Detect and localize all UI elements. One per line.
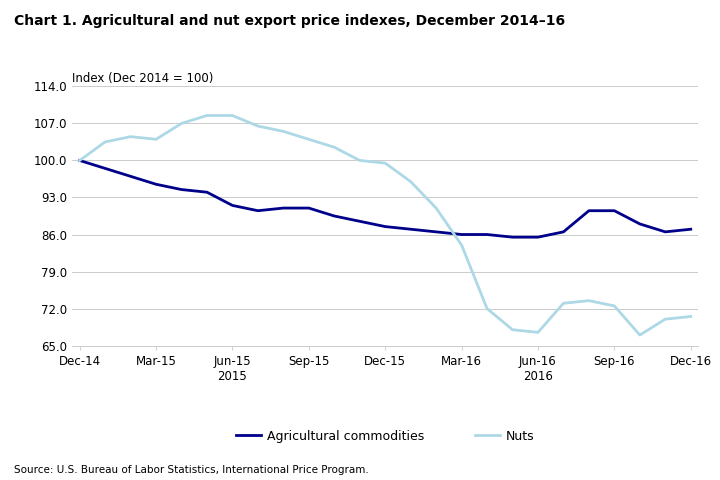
Nuts (508, 327, 517, 333)
Nuts (202, 113, 211, 119)
Agricultural commodities (559, 229, 568, 235)
Agricultural commodities (253, 208, 262, 214)
Agricultural commodities (356, 218, 364, 224)
Agricultural commodities (585, 208, 593, 214)
Agricultural commodities (305, 205, 313, 211)
Agricultural commodities (508, 234, 517, 240)
Nuts (636, 332, 644, 338)
Agricultural commodities (661, 229, 670, 235)
Nuts (661, 316, 670, 322)
Nuts (406, 179, 415, 184)
Line: Agricultural commodities: Agricultural commodities (80, 160, 690, 237)
Nuts (432, 205, 441, 211)
Agricultural commodities (482, 232, 491, 238)
Nuts (228, 113, 237, 119)
Nuts (482, 306, 491, 312)
Agricultural commodities (381, 224, 390, 229)
Agricultural commodities (101, 166, 109, 171)
Nuts (585, 298, 593, 303)
Nuts (610, 303, 618, 309)
Agricultural commodities (152, 181, 161, 187)
Text: Index (Dec 2014 = 100): Index (Dec 2014 = 100) (72, 72, 213, 85)
Nuts (330, 144, 338, 150)
Agricultural commodities (202, 189, 211, 195)
Agricultural commodities (534, 234, 542, 240)
Nuts (177, 120, 186, 126)
Agricultural commodities (406, 227, 415, 232)
Nuts (381, 160, 390, 166)
Nuts (101, 139, 109, 145)
Agricultural commodities (228, 203, 237, 208)
Agricultural commodities (279, 205, 288, 211)
Text: Chart 1. Agricultural and nut export price indexes, December 2014–16: Chart 1. Agricultural and nut export pri… (14, 14, 565, 28)
Nuts (305, 136, 313, 142)
Nuts (457, 242, 466, 248)
Agricultural commodities (330, 213, 338, 219)
Nuts (279, 129, 288, 134)
Nuts (76, 157, 84, 163)
Text: Source: U.S. Bureau of Labor Statistics, International Price Program.: Source: U.S. Bureau of Labor Statistics,… (14, 465, 369, 475)
Line: Nuts: Nuts (80, 116, 690, 335)
Nuts (686, 313, 695, 319)
Nuts (356, 157, 364, 163)
Agricultural commodities (76, 157, 84, 163)
Agricultural commodities (636, 221, 644, 227)
Nuts (534, 329, 542, 335)
Agricultural commodities (432, 229, 441, 235)
Nuts (559, 300, 568, 306)
Agricultural commodities (457, 232, 466, 238)
Agricultural commodities (177, 187, 186, 192)
Agricultural commodities (126, 173, 135, 179)
Nuts (253, 123, 262, 129)
Nuts (152, 136, 161, 142)
Agricultural commodities (686, 227, 695, 232)
Legend: Agricultural commodities, Nuts: Agricultural commodities, Nuts (231, 424, 539, 448)
Agricultural commodities (610, 208, 618, 214)
Nuts (126, 134, 135, 140)
